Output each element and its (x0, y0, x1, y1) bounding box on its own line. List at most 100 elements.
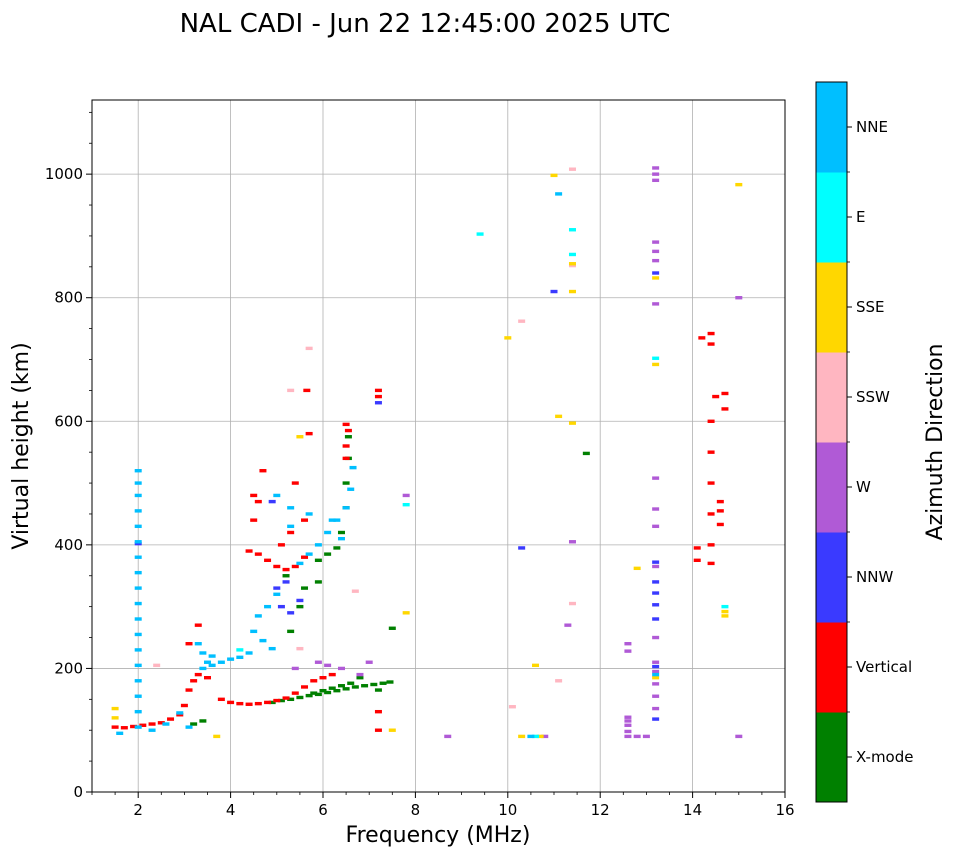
data-point (273, 586, 281, 590)
series-nnw (134, 271, 660, 721)
data-point (310, 679, 318, 683)
x-axis-ticks: 2 4 6 8 10 12 14 16 (91, 792, 795, 819)
data-point (296, 646, 304, 651)
data-point (550, 289, 558, 294)
colorbar-swatch (816, 442, 847, 533)
data-point (259, 469, 267, 473)
data-point (693, 546, 701, 550)
data-point (301, 685, 309, 689)
data-point (134, 725, 142, 729)
data-point (254, 614, 262, 618)
data-point (314, 580, 322, 584)
data-point (134, 601, 142, 606)
data-point (652, 356, 660, 360)
data-point (707, 481, 715, 485)
data-point (716, 509, 724, 513)
data-point (721, 391, 729, 396)
data-point (652, 564, 660, 569)
data-point (227, 700, 235, 705)
data-point (532, 734, 540, 739)
data-point (652, 635, 660, 640)
x-tick-label: 8 (411, 801, 421, 819)
data-point (305, 512, 313, 516)
data-point (707, 342, 715, 346)
data-point (291, 666, 299, 671)
data-point (735, 296, 743, 300)
data-point (277, 604, 285, 609)
data-point (324, 690, 332, 695)
data-point (204, 660, 211, 664)
data-point (707, 561, 715, 566)
data-point (347, 487, 355, 491)
series-ssw (153, 167, 576, 709)
data-point (282, 696, 290, 700)
data-point (291, 564, 299, 569)
data-point (624, 729, 632, 734)
data-point (134, 648, 142, 652)
data-point (735, 182, 743, 187)
x-tick-label: 14 (683, 801, 702, 819)
data-point (319, 675, 327, 680)
data-point (134, 586, 142, 590)
data-point (236, 655, 244, 660)
data-point (568, 262, 576, 266)
data-point (333, 518, 341, 522)
data-point (652, 694, 660, 698)
x-tick-label: 6 (318, 801, 328, 819)
data-point (254, 499, 262, 504)
data-point (337, 536, 345, 541)
data-point (296, 604, 304, 609)
data-point (624, 719, 632, 723)
data-point (386, 680, 394, 684)
data-point (652, 258, 660, 263)
data-point (301, 586, 309, 590)
colorbar-tick-label: X-mode (856, 748, 913, 766)
data-point (287, 697, 295, 702)
data-point (194, 623, 202, 627)
data-point (402, 502, 410, 507)
data-point (111, 706, 119, 711)
data-point (287, 530, 295, 535)
data-point (282, 567, 290, 572)
data-point (250, 493, 258, 498)
data-point (402, 493, 410, 498)
data-point (236, 701, 244, 706)
data-point (134, 694, 142, 698)
series-e (236, 228, 729, 739)
data-point (296, 695, 304, 700)
data-point (527, 734, 535, 739)
data-point (328, 672, 336, 677)
y-tick-label: 0 (73, 783, 83, 801)
colorbar-swatch (816, 352, 847, 443)
data-point (148, 722, 156, 726)
x-tick-label: 12 (591, 801, 610, 819)
data-point (111, 716, 119, 720)
data-point (153, 663, 161, 668)
data-point (652, 675, 660, 680)
data-point (568, 540, 576, 544)
data-point (134, 632, 142, 637)
data-point (310, 691, 318, 695)
data-point (291, 481, 299, 485)
data-point (190, 722, 198, 726)
data-point (134, 541, 142, 546)
data-point (333, 688, 341, 693)
data-point (167, 717, 175, 721)
data-point (652, 240, 660, 244)
data-point (227, 657, 235, 661)
data-point (652, 362, 660, 367)
chart-title: NAL CADI - Jun 22 12:45:00 2025 UTC (180, 9, 671, 39)
data-point (120, 726, 128, 730)
data-point (134, 524, 142, 529)
data-point (254, 552, 262, 556)
data-point (624, 642, 632, 646)
data-point (296, 561, 304, 566)
data-point (652, 271, 660, 275)
data-point (564, 623, 572, 627)
data-point (347, 681, 355, 685)
data-point (568, 263, 576, 268)
data-point (305, 552, 313, 556)
data-point (199, 719, 207, 723)
data-point (476, 232, 484, 236)
data-point (337, 666, 345, 671)
